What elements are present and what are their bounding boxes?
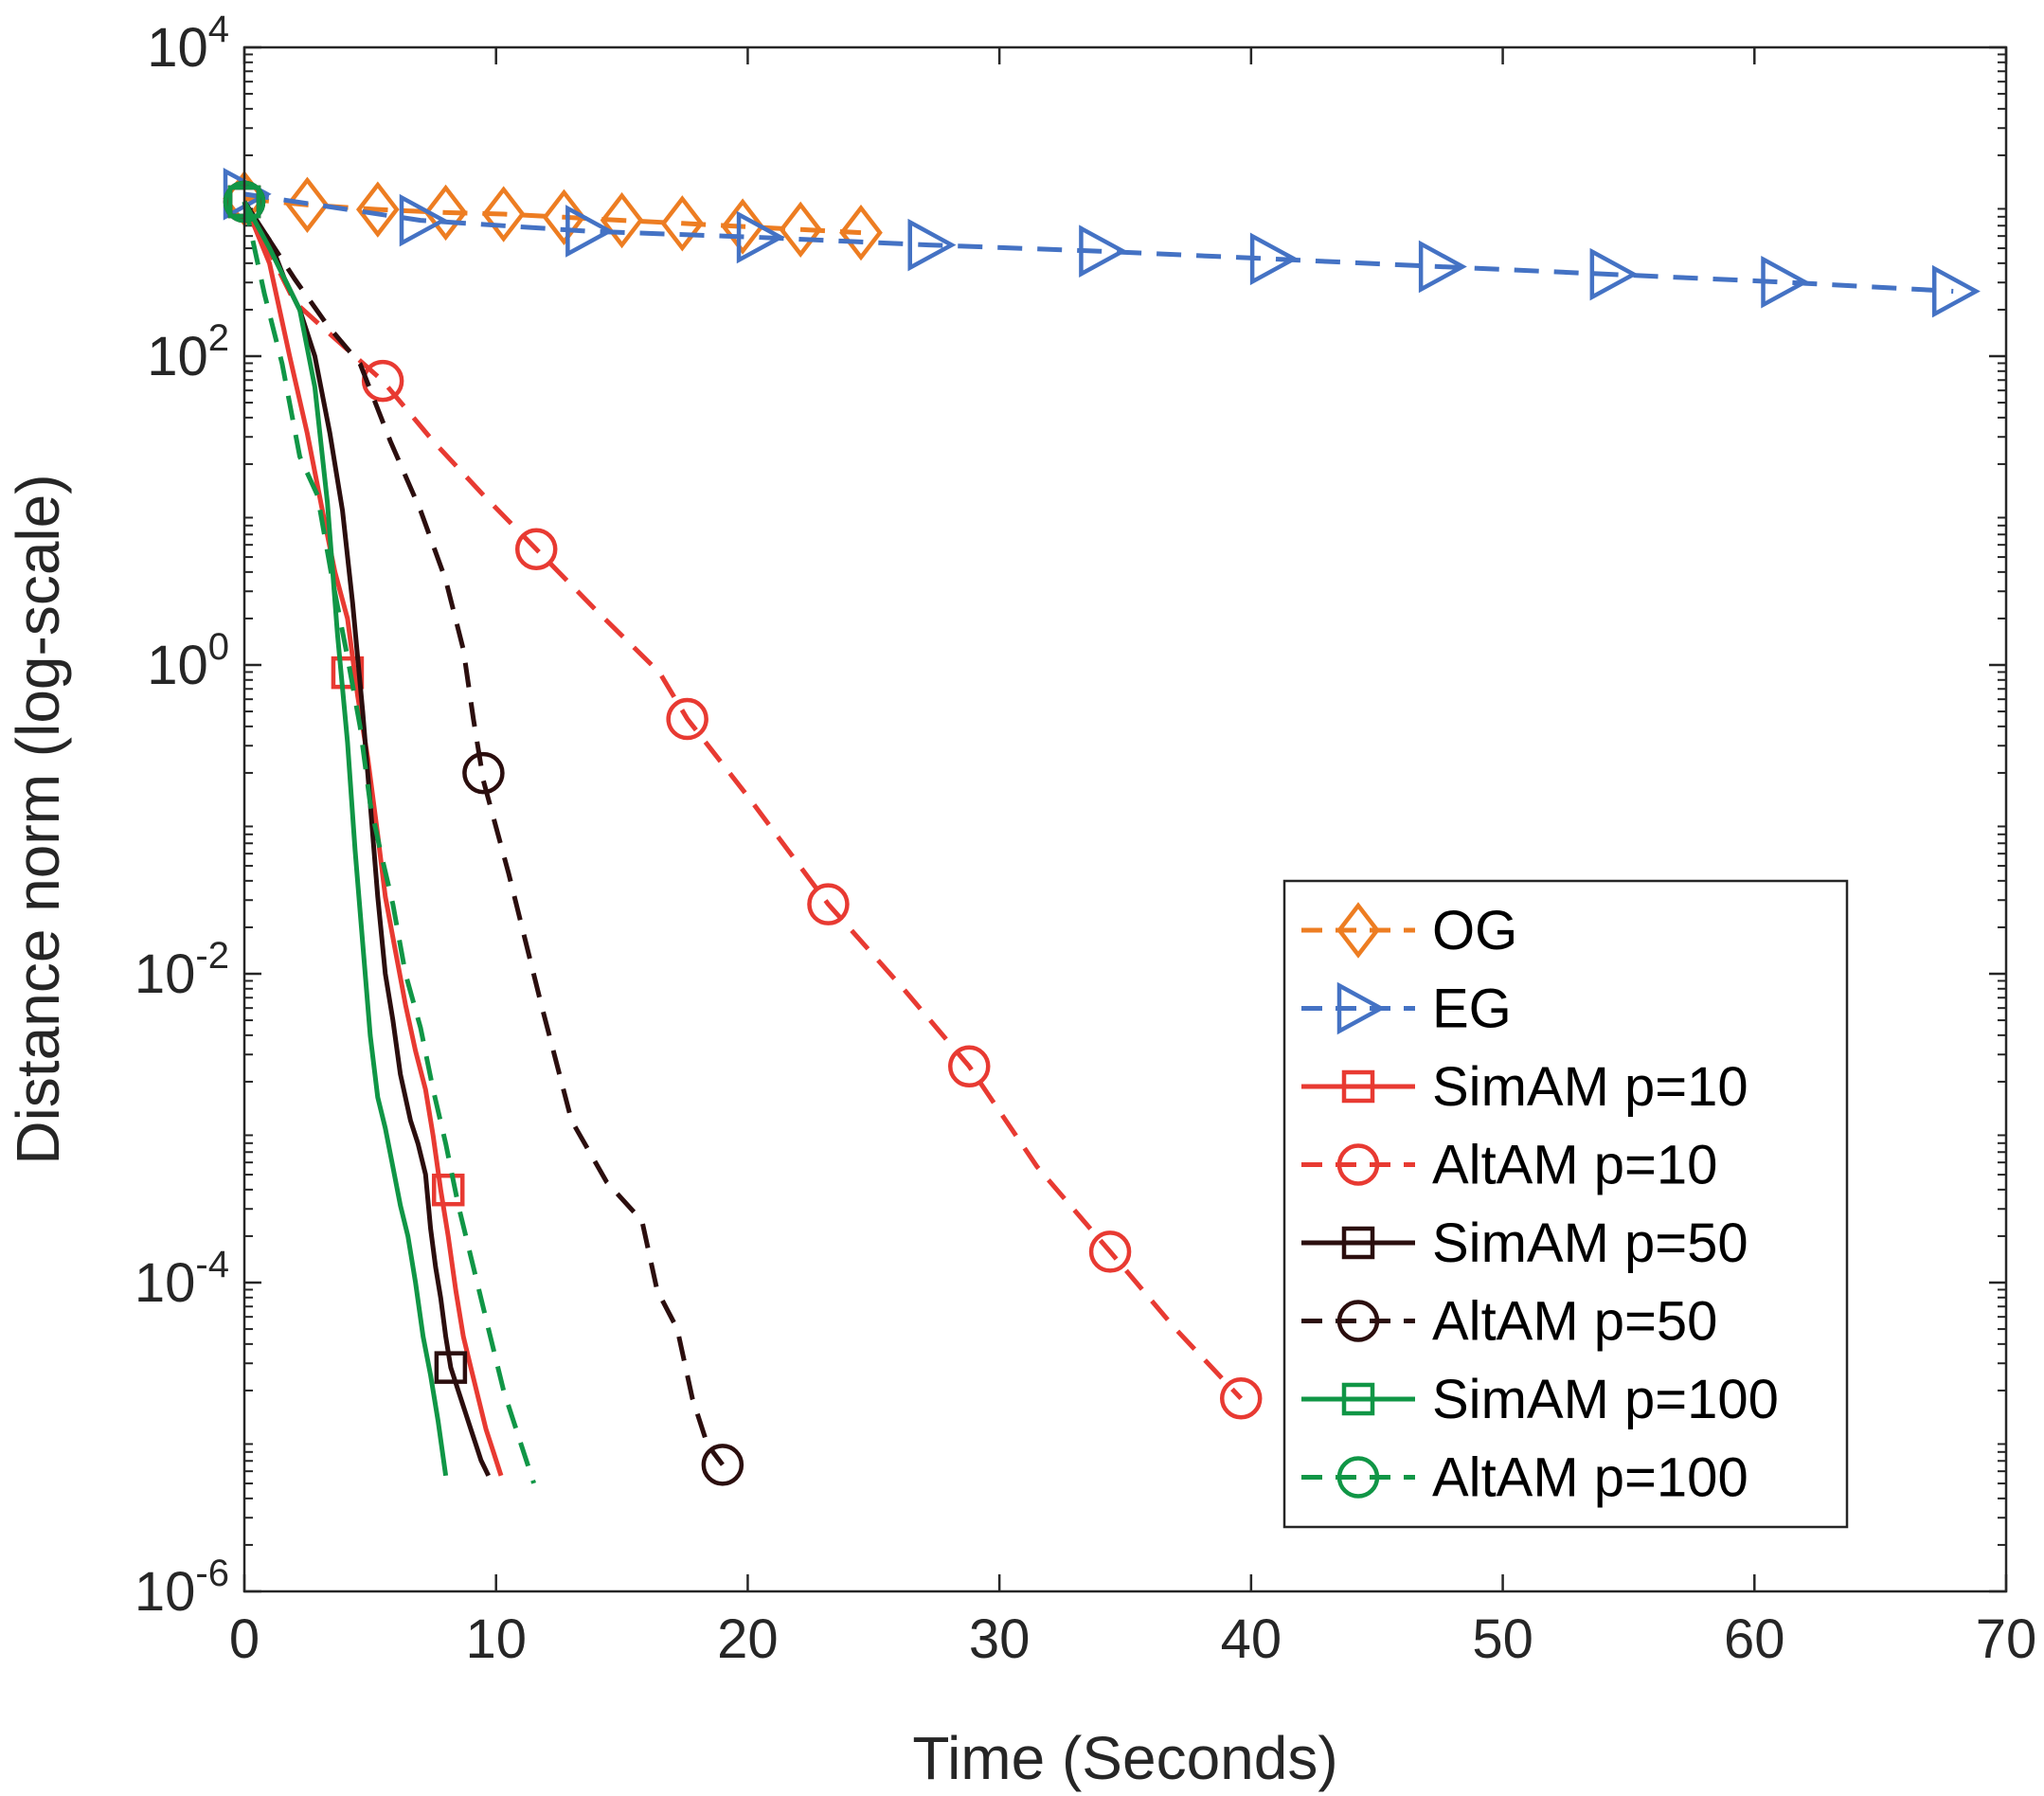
x-tick-label: 70 — [1976, 1608, 2037, 1670]
data-point-marker — [1219, 1377, 1263, 1420]
series-line — [242, 200, 449, 1477]
legend-label: EG — [1432, 979, 1512, 1040]
data-point-marker — [565, 205, 615, 258]
data-point-marker — [285, 176, 330, 233]
data-point-marker — [361, 359, 404, 403]
y-tick-label: 104 — [147, 9, 229, 79]
series-line — [242, 201, 536, 1484]
legend-entry: OG — [1301, 900, 1517, 961]
data-point-marker — [666, 697, 708, 741]
y-tick-label: 100 — [147, 626, 229, 696]
data-point-marker — [1341, 1382, 1375, 1416]
x-tick-label: 0 — [229, 1608, 260, 1670]
data-point-marker — [660, 195, 705, 252]
data-point-marker — [721, 198, 764, 255]
legend-label: SimAM p=50 — [1432, 1212, 1748, 1274]
data-point-marker — [839, 204, 883, 261]
series-line — [242, 200, 1244, 1401]
legend-label: AltAM p=50 — [1432, 1291, 1717, 1353]
data-point-marker — [1249, 232, 1299, 286]
legend-entry: EG — [1301, 979, 1512, 1040]
x-tick-label: 50 — [1472, 1608, 1533, 1670]
data-point-marker — [1418, 240, 1467, 294]
data-point-marker — [431, 1173, 465, 1207]
y-tick-label: 10-4 — [134, 1244, 229, 1314]
legend-entry: SimAM p=10 — [1301, 1056, 1748, 1118]
data-point-marker — [434, 1351, 468, 1384]
data-point-marker — [331, 656, 365, 690]
data-point-marker — [1336, 902, 1380, 959]
y-tick-label: 102 — [147, 317, 229, 387]
y-tick-label: 10-2 — [134, 935, 229, 1005]
plot-area — [223, 168, 1981, 1486]
legend-entry: SimAM p=50 — [1301, 1212, 1748, 1274]
data-point-marker — [1336, 1143, 1380, 1186]
axis-ticks — [242, 45, 2008, 1593]
data-point-marker — [779, 201, 823, 259]
data-point-marker — [542, 189, 586, 245]
series-line — [242, 200, 491, 1477]
data-point-marker — [1336, 1300, 1380, 1342]
data-point-marker — [355, 181, 400, 238]
y-tick-label: 10-6 — [134, 1553, 229, 1623]
legend-entry: SimAM p=100 — [1301, 1369, 1779, 1430]
data-point-marker — [807, 883, 850, 925]
legend-entry: AltAM p=10 — [1301, 1135, 1717, 1196]
x-tick-label: 30 — [969, 1608, 1031, 1670]
data-point-marker — [514, 528, 558, 570]
data-point-marker — [1336, 1456, 1380, 1499]
x-tick-label: 60 — [1724, 1608, 1785, 1670]
data-point-marker — [423, 184, 468, 242]
data-point-marker — [1761, 255, 1810, 309]
legend-label: AltAM p=100 — [1432, 1447, 1748, 1509]
y-axis-title: Distance norm (log-scale) — [4, 474, 72, 1164]
x-tick-label: 10 — [465, 1608, 527, 1670]
data-point-marker — [1931, 264, 1981, 318]
data-point-marker — [399, 193, 448, 247]
data-point-marker — [736, 210, 785, 264]
legend-box — [1282, 879, 1849, 1529]
legend: OG EG SimAM p=10 AltAM p=10 SimAM p=50 AltAM … — [1282, 879, 1849, 1529]
data-point-marker — [948, 1045, 991, 1088]
data-point-marker — [481, 186, 526, 242]
data-point-marker — [1336, 981, 1386, 1035]
series-line — [243, 191, 1954, 294]
data-point-marker — [1088, 1230, 1132, 1273]
legend-entry: AltAM p=100 — [1301, 1447, 1748, 1509]
x-tick-labels: 0 10 20 30 40 50 60 70 — [229, 1608, 2036, 1670]
legend-label: OG — [1432, 900, 1517, 961]
data-point-marker — [600, 191, 644, 249]
legend-entry: AltAM p=50 — [1301, 1291, 1717, 1353]
legend-label: SimAM p=100 — [1432, 1369, 1779, 1430]
y-tick-labels: 104 102 100 10-2 10-4 10-6 — [134, 9, 229, 1623]
x-tick-label: 40 — [1221, 1608, 1282, 1670]
x-tick-label: 20 — [717, 1608, 779, 1670]
data-point-marker — [1589, 247, 1639, 301]
legend-label: AltAM p=10 — [1432, 1135, 1717, 1196]
x-axis-title: Time (Seconds) — [912, 1724, 1337, 1792]
data-point-marker — [462, 751, 505, 795]
data-point-marker — [1341, 1069, 1375, 1104]
legend-label: SimAM p=10 — [1432, 1056, 1748, 1118]
data-point-marker — [1341, 1226, 1375, 1260]
data-point-marker — [907, 218, 957, 272]
series-line — [242, 200, 725, 1466]
axes-box — [242, 45, 2008, 1593]
data-point-marker — [701, 1444, 744, 1486]
data-point-marker — [1079, 224, 1128, 278]
series-eg — [223, 168, 1981, 318]
